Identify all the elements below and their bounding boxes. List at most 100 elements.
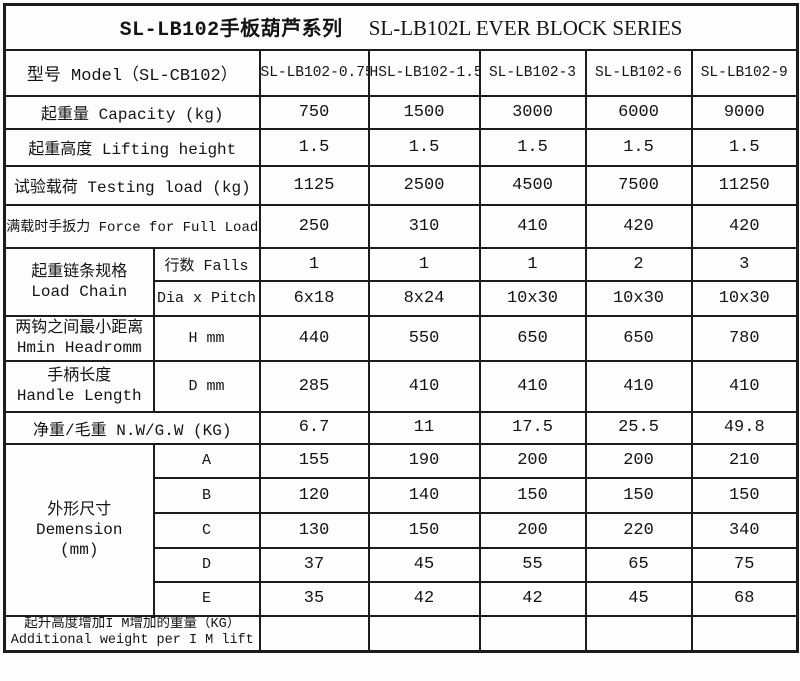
row-label-load-chain: 起重链条规格 Load Chain [3, 246, 155, 317]
dim-c-cell-0: 130 [258, 511, 370, 549]
dim-a-cell-3: 200 [584, 442, 693, 479]
falls-row: 起重链条规格 Load Chain 行数 Falls 1 1 1 2 3 [3, 246, 799, 317]
capacity-row: 起重量 Capacity (kg) 750 1500 3000 6000 900… [3, 94, 799, 130]
dim-e-cell-1: 42 [367, 580, 481, 617]
dim-e-cell-2: 42 [478, 580, 587, 617]
dim-b-cell-4: 150 [690, 476, 799, 514]
load-chain-label-zh: 起重链条规格 [31, 262, 128, 281]
dimensions-label-en: Demension [36, 520, 123, 539]
title-chinese: SL-LB102手板葫芦系列 [119, 19, 343, 43]
falls-cell-3: 2 [584, 246, 693, 282]
dim-d-cell-4: 75 [690, 546, 799, 583]
nw-cell-2: 17.5 [478, 410, 587, 445]
dim-b-cell-3: 150 [584, 476, 693, 514]
sub-label-h-mm: H mm [152, 314, 261, 362]
lifting-cell-2: 1.5 [478, 127, 587, 167]
sub-label-falls: 行数 Falls [152, 246, 261, 282]
row-label-lifting-height: 起重高度 Lifting height [3, 127, 261, 167]
row-label-capacity: 起重量 Capacity (kg) [3, 94, 261, 130]
spec-table: SL-LB102手板葫芦系列 SL-LB102L EVER BLOCK SERI… [3, 3, 799, 653]
nw-cell-1: 11 [367, 410, 481, 445]
handle-length-row: 手柄长度 Handle Length D mm 285 410 410 410 … [3, 359, 799, 413]
sub-label-dim-b: B [152, 476, 261, 514]
dim-a-cell-1: 190 [367, 442, 481, 479]
nw-cell-0: 6.7 [258, 410, 370, 445]
force-cell-2: 410 [478, 203, 587, 249]
dim-d-cell-0: 37 [258, 546, 370, 583]
additional-cell-1 [367, 614, 481, 653]
additional-cell-0 [258, 614, 370, 653]
headroom-cell-1: 550 [367, 314, 481, 362]
dim-e-cell-4: 68 [690, 580, 799, 617]
model-cell-1: HSL-LB102-1.5 [367, 48, 481, 97]
model-cell-0: SL-LB102-0.75 [258, 48, 370, 97]
lifting-cell-3: 1.5 [584, 127, 693, 167]
force-cell-1: 310 [367, 203, 481, 249]
load-chain-label-en: Load Chain [31, 282, 128, 301]
dimensions-label-unit: (mm) [60, 540, 99, 559]
testing-load-row: 试验载荷 Testing load (kg) 1125 2500 4500 75… [3, 164, 799, 206]
dim-c-cell-3: 220 [584, 511, 693, 549]
handle-cell-0: 285 [258, 359, 370, 413]
row-label-testing-load: 试验载荷 Testing load (kg) [3, 164, 261, 206]
handle-label-en: Handle Length [16, 387, 142, 405]
dimension-row-d: D 37 45 55 65 75 [5, 546, 799, 583]
headroom-cell-4: 780 [690, 314, 799, 362]
row-label-dimensions: 外形尺寸 Demension (mm) [3, 442, 155, 617]
capacity-cell-1: 1500 [367, 94, 481, 130]
capacity-cell-2: 3000 [478, 94, 587, 130]
dia-cell-3: 10x30 [584, 279, 693, 317]
capacity-cell-3: 6000 [584, 94, 693, 130]
additional-label-zh: 起升高度增加I M增加的重量（KG） [24, 617, 241, 633]
additional-weight-row: 起升高度增加I M增加的重量（KG） Additional weight per… [3, 614, 799, 653]
lifting-cell-1: 1.5 [367, 127, 481, 167]
capacity-cell-0: 750 [258, 94, 370, 130]
sub-label-dia-pitch: Dia x Pitch [152, 279, 261, 317]
dimension-row-e: E 35 42 42 45 68 [5, 580, 799, 617]
dim-a-cell-0: 155 [258, 442, 370, 479]
force-cell-3: 420 [584, 203, 693, 249]
sub-label-dim-c: C [152, 511, 261, 549]
dia-cell-1: 8x24 [367, 279, 481, 317]
dimension-row-a: 外形尺寸 Demension (mm) A 155 190 200 200 21… [3, 442, 799, 617]
dim-b-cell-0: 120 [258, 476, 370, 514]
model-cell-4: SL-LB102-9 [690, 48, 799, 97]
sub-label-d-mm: D mm [152, 359, 261, 413]
model-cell-3: SL-LB102-6 [584, 48, 693, 97]
handle-cell-1: 410 [367, 359, 481, 413]
additional-cell-4 [690, 614, 799, 653]
title-row: SL-LB102手板葫芦系列 SL-LB102L EVER BLOCK SERI… [3, 3, 799, 51]
force-full-load-row: 满载时手扳力 Force for Full Load 250 310 410 4… [3, 203, 799, 249]
dim-a-cell-2: 200 [478, 442, 587, 479]
sub-label-dim-e: E [152, 580, 261, 617]
testing-cell-0: 1125 [258, 164, 370, 206]
dim-d-cell-3: 65 [584, 546, 693, 583]
dim-c-cell-2: 200 [478, 511, 587, 549]
row-label-net-gross: 净重/毛重 N.W/G.W (KG) [3, 410, 261, 445]
lifting-height-row: 起重高度 Lifting height 1.5 1.5 1.5 1.5 1.5 [3, 127, 799, 167]
dimension-row-c: C 130 150 200 220 340 [5, 511, 799, 549]
dia-cell-0: 6x18 [258, 279, 370, 317]
dim-e-cell-3: 45 [584, 580, 693, 617]
falls-cell-0: 1 [258, 246, 370, 282]
testing-cell-4: 11250 [690, 164, 799, 206]
row-label-additional-weight: 起升高度增加I M增加的重量（KG） Additional weight per… [3, 614, 261, 653]
capacity-cell-4: 9000 [690, 94, 799, 130]
force-cell-0: 250 [258, 203, 370, 249]
testing-cell-2: 4500 [478, 164, 587, 206]
lifting-cell-0: 1.5 [258, 127, 370, 167]
row-label-headroom: 两钩之间最小距离 Hmin Headromm [3, 314, 155, 362]
dim-d-cell-1: 45 [367, 546, 481, 583]
net-gross-weight-row: 净重/毛重 N.W/G.W (KG) 6.7 11 17.5 25.5 49.8 [3, 410, 799, 445]
dim-a-cell-4: 210 [690, 442, 799, 479]
additional-cell-2 [478, 614, 587, 653]
model-cell-2: SL-LB102-3 [478, 48, 587, 97]
handle-label-zh: 手柄长度 [47, 367, 112, 385]
handle-cell-3: 410 [584, 359, 693, 413]
testing-cell-3: 7500 [584, 164, 693, 206]
dim-b-cell-1: 140 [367, 476, 481, 514]
dim-c-cell-4: 340 [690, 511, 799, 549]
nw-cell-4: 49.8 [690, 410, 799, 445]
force-cell-4: 420 [690, 203, 799, 249]
